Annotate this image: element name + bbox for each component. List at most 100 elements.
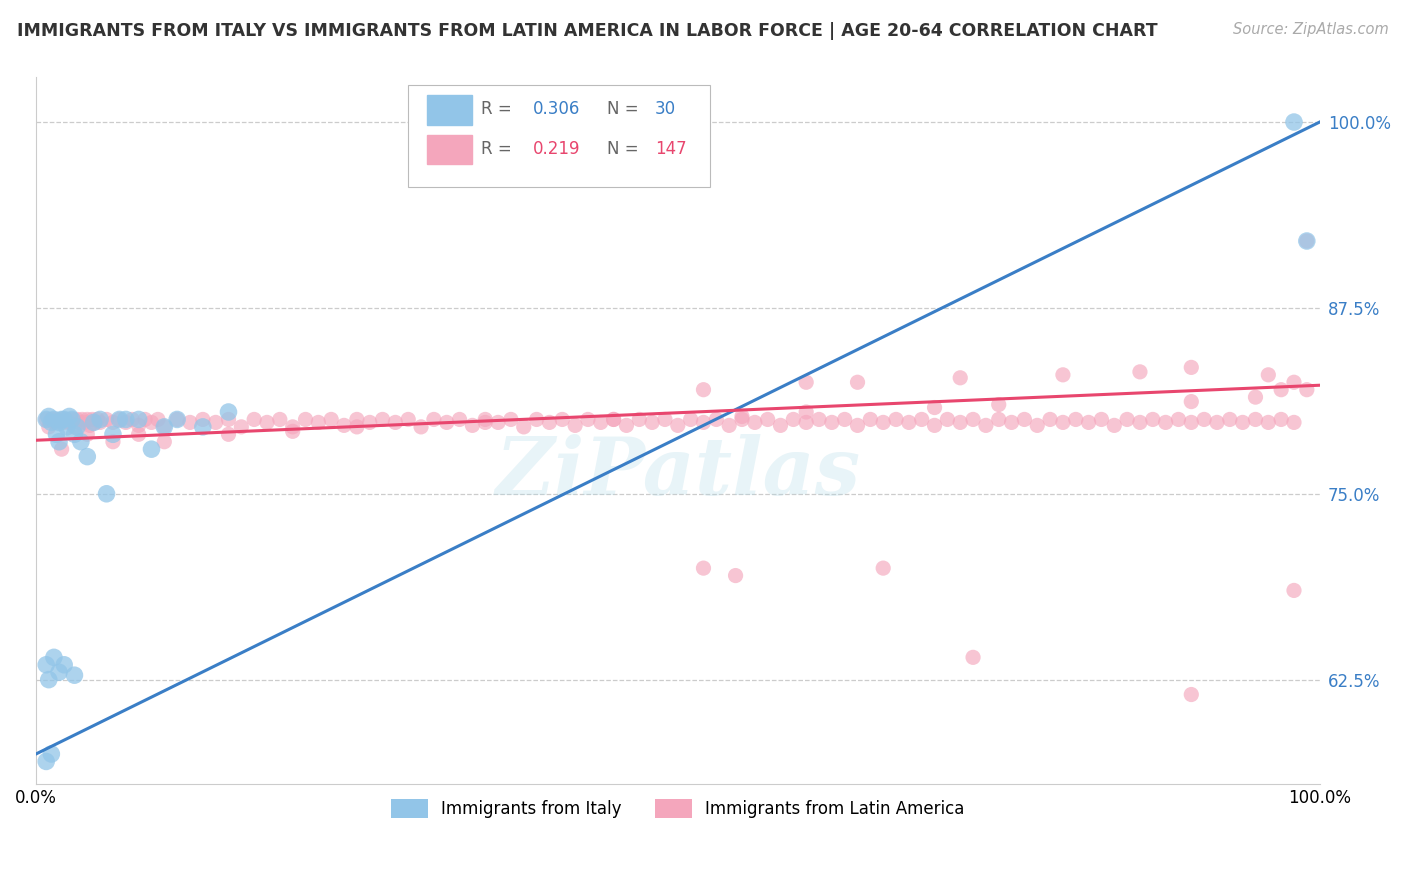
- Point: [114, 416, 136, 430]
- Point: [53, 416, 76, 430]
- Point: [73, 416, 96, 430]
- Point: [936, 412, 959, 426]
- Bar: [427, 135, 472, 164]
- Point: [692, 383, 714, 397]
- Point: [42, 650, 65, 665]
- Point: [744, 416, 766, 430]
- Point: [51, 412, 73, 426]
- Text: 30: 30: [655, 100, 676, 119]
- Text: 0.306: 0.306: [533, 100, 581, 119]
- Point: [45, 412, 67, 426]
- Point: [1295, 234, 1317, 248]
- Point: [1244, 412, 1267, 426]
- Point: [1014, 412, 1036, 426]
- Point: [576, 412, 599, 426]
- Point: [1282, 583, 1305, 598]
- Point: [256, 416, 278, 430]
- Point: [1090, 412, 1112, 426]
- Point: [346, 412, 368, 426]
- Point: [41, 747, 63, 761]
- Point: [96, 412, 118, 426]
- Point: [55, 412, 77, 426]
- Point: [134, 412, 156, 426]
- Point: [884, 412, 907, 426]
- Point: [69, 416, 91, 430]
- Point: [66, 420, 89, 434]
- Point: [48, 416, 70, 430]
- Point: [1206, 416, 1229, 430]
- Point: [949, 416, 972, 430]
- Legend: Immigrants from Italy, Immigrants from Latin America: Immigrants from Italy, Immigrants from L…: [384, 792, 972, 825]
- Point: [218, 405, 240, 419]
- Point: [281, 425, 304, 439]
- Point: [153, 420, 176, 434]
- Point: [461, 418, 484, 433]
- Point: [108, 412, 131, 426]
- Point: [1167, 412, 1189, 426]
- Point: [872, 561, 894, 575]
- Point: [859, 412, 882, 426]
- Point: [1000, 416, 1022, 430]
- Point: [108, 412, 131, 426]
- Point: [641, 416, 664, 430]
- Point: [204, 416, 226, 430]
- Point: [872, 416, 894, 430]
- Point: [269, 412, 291, 426]
- Point: [1295, 383, 1317, 397]
- Point: [84, 416, 107, 430]
- Point: [89, 412, 111, 426]
- Point: [1026, 418, 1049, 433]
- Point: [924, 418, 946, 433]
- Point: [83, 416, 105, 430]
- Point: [628, 412, 651, 426]
- Point: [294, 412, 316, 426]
- Point: [551, 412, 574, 426]
- Point: [38, 673, 60, 687]
- Point: [949, 371, 972, 385]
- Point: [89, 416, 111, 430]
- Text: ZiPatlas: ZiPatlas: [495, 434, 860, 512]
- Point: [731, 409, 754, 424]
- Point: [846, 418, 869, 433]
- Point: [1270, 383, 1292, 397]
- Point: [987, 398, 1010, 412]
- Point: [602, 412, 624, 426]
- Point: [769, 418, 792, 433]
- Point: [974, 418, 997, 433]
- Text: R =: R =: [481, 140, 517, 159]
- Point: [114, 412, 136, 426]
- Point: [911, 412, 934, 426]
- Point: [1282, 376, 1305, 390]
- Point: [128, 427, 150, 442]
- Point: [1116, 412, 1139, 426]
- Point: [63, 420, 86, 434]
- Point: [808, 412, 831, 426]
- Point: [141, 442, 163, 457]
- Point: [51, 412, 73, 426]
- Point: [513, 420, 536, 434]
- Point: [218, 412, 240, 426]
- Point: [474, 412, 496, 426]
- Point: [76, 450, 98, 464]
- Point: [1039, 412, 1062, 426]
- Text: IMMIGRANTS FROM ITALY VS IMMIGRANTS FROM LATIN AMERICA IN LABOR FORCE | AGE 20-6: IMMIGRANTS FROM ITALY VS IMMIGRANTS FROM…: [17, 22, 1157, 40]
- Point: [79, 418, 101, 433]
- Point: [307, 416, 329, 430]
- Point: [564, 418, 586, 433]
- Point: [486, 416, 509, 430]
- Point: [692, 416, 714, 430]
- Point: [191, 420, 214, 434]
- Point: [474, 416, 496, 430]
- Point: [101, 427, 124, 442]
- Point: [101, 434, 124, 449]
- Point: [41, 416, 63, 430]
- Point: [55, 420, 77, 434]
- Point: [846, 376, 869, 390]
- Text: Source: ZipAtlas.com: Source: ZipAtlas.com: [1233, 22, 1389, 37]
- Point: [1129, 365, 1152, 379]
- Point: [679, 412, 702, 426]
- Point: [834, 412, 856, 426]
- Point: [1142, 412, 1164, 426]
- Point: [146, 412, 169, 426]
- Point: [63, 668, 86, 682]
